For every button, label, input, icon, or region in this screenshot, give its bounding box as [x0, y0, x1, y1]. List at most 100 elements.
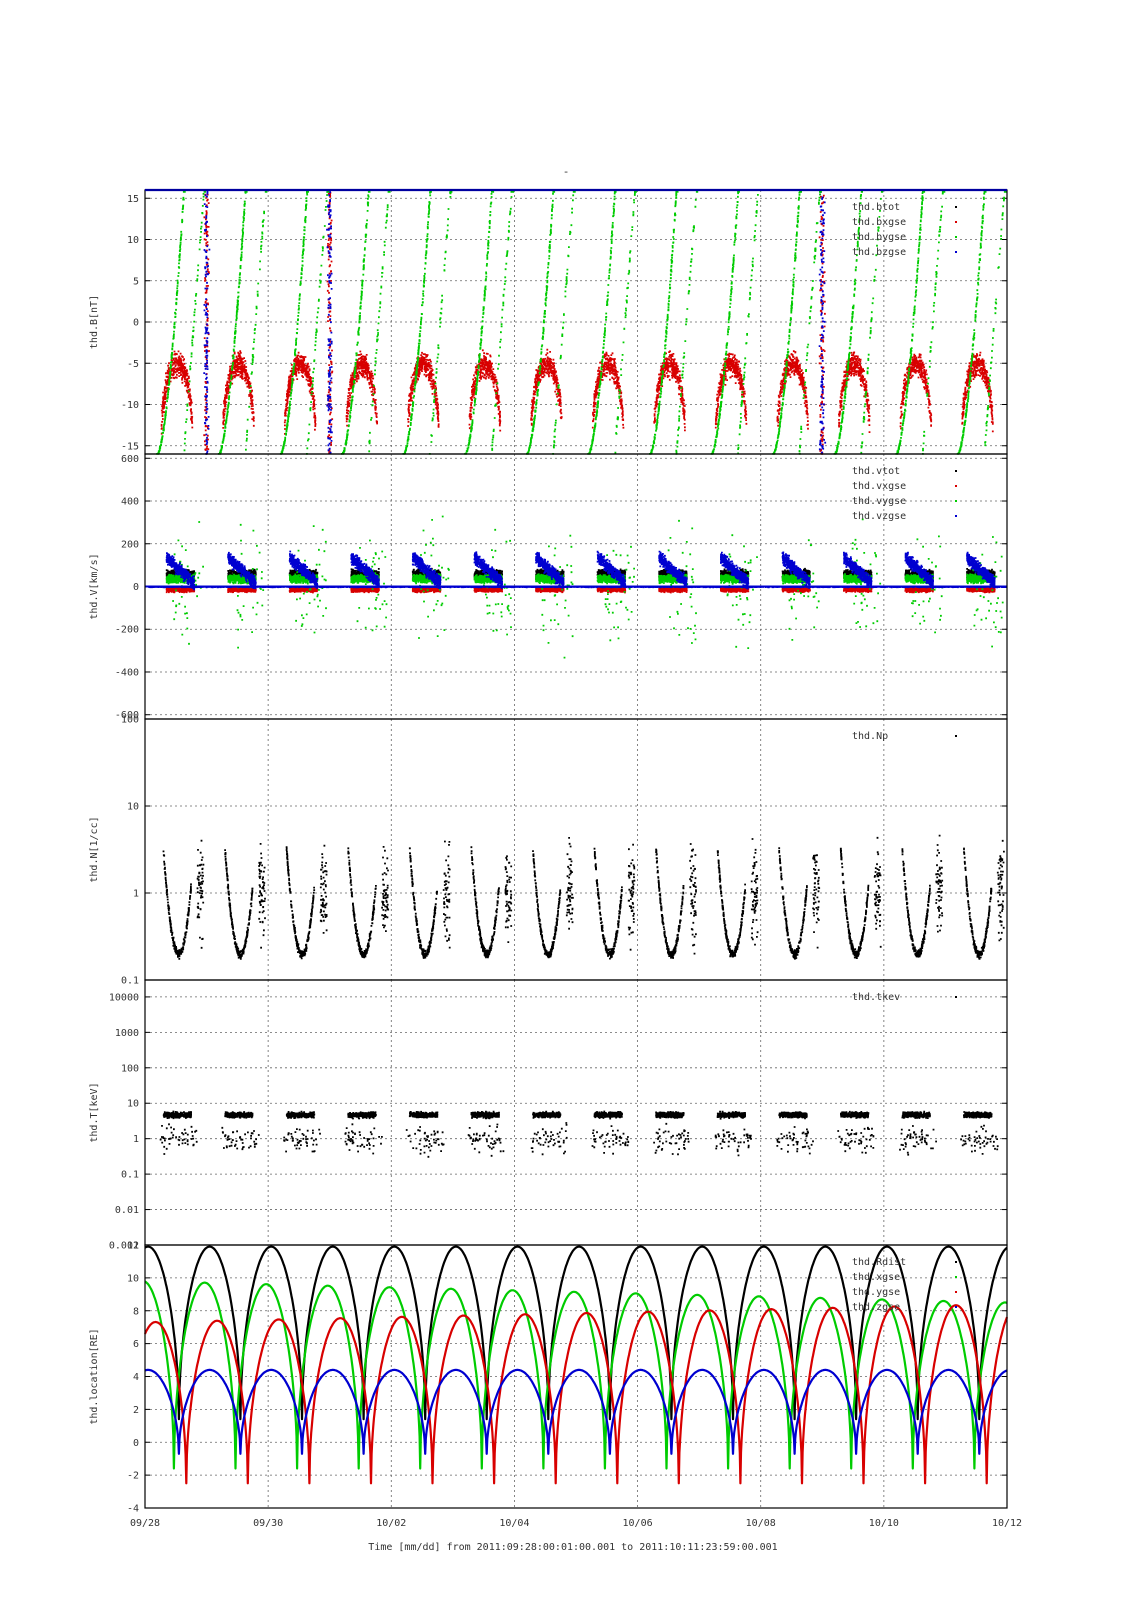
panel-1-data	[156, 191, 1007, 455]
y-tick-label: -5	[127, 359, 139, 370]
series-btot-points	[162, 834, 1005, 960]
y-tick-label: 15	[127, 194, 139, 205]
time-axis: 09/28 09/30 10/02 10/04 10/06 10/08 10/10 10/12	[130, 1518, 1022, 1529]
x-tick-label: 10/06	[623, 1518, 653, 1529]
y-axis-label: thd.T[keV]	[89, 1082, 100, 1142]
y-tick-label: -4	[127, 1504, 139, 1515]
x-tick-label: 09/30	[253, 1518, 283, 1529]
legend-marker	[955, 206, 957, 208]
y-tick-label: 1	[133, 889, 139, 900]
panel-5-grid	[145, 1245, 1007, 1508]
y-tick-label: 0.01	[115, 1205, 139, 1216]
y-tick-label: 600	[121, 454, 139, 465]
legend-marker	[955, 996, 957, 998]
panel-4: 0.001 0.01 0.1 1 10 100 1000 10000 thd.T[keV] thd…	[89, 979, 1008, 1252]
y-tick-label: 1	[133, 1134, 139, 1145]
legend-marker	[955, 251, 957, 253]
series-xgse	[144, 1280, 1008, 1470]
legend-entry: thd.vtot	[852, 466, 900, 477]
series-bz-points	[148, 550, 1008, 591]
legend-entry: thd.bzgse	[852, 247, 906, 258]
y-tick-label: -15	[121, 441, 139, 452]
legend-marker	[955, 221, 957, 223]
y-tick-label: -10	[121, 400, 139, 411]
legend-entry: thd.bygse	[852, 232, 906, 243]
y-tick-label: 10	[127, 1273, 139, 1284]
panel-frame	[144, 979, 1008, 1246]
y-axis-label: thd.N[1/cc]	[89, 816, 100, 882]
legend-entry: thd.Np	[852, 731, 888, 742]
panel-2-data	[145, 515, 1008, 659]
y-tick-label: 0.001	[109, 1241, 139, 1252]
y-tick-label: 10000	[109, 992, 139, 1003]
y-tick-label: -2	[127, 1471, 139, 1482]
y-tick-label: -200	[115, 625, 139, 636]
legend-marker	[955, 1291, 957, 1293]
x-tick-label: 10/10	[869, 1518, 899, 1529]
series-zgse	[144, 1368, 1008, 1455]
legend-entry: thd.zgse	[852, 1302, 900, 1313]
legend-marker	[955, 1276, 957, 1278]
panel-3: 0.1 1 10 100 thd.N[1/cc] thd.Np	[89, 715, 1008, 987]
series-rdist	[144, 1245, 1008, 1421]
panel-5-data	[143, 1245, 1009, 1485]
legend-marker	[955, 1306, 957, 1308]
series-btot-points	[159, 1110, 999, 1158]
y-tick-label: 200	[121, 539, 139, 550]
legend-entry: thd.vygse	[852, 496, 906, 507]
y-tick-label: 2	[133, 1405, 139, 1416]
y-tick-label: -400	[115, 667, 139, 678]
y-axis-label: thd.location[RE]	[89, 1328, 100, 1424]
y-tick-label: 10	[127, 235, 139, 246]
legend-entry: thd.ygse	[852, 1287, 900, 1298]
legend-entry: thd.tkev	[852, 992, 900, 1003]
panel-4-grid	[145, 980, 1007, 1245]
legend-marker	[955, 735, 957, 737]
y-tick-label: 6	[133, 1339, 139, 1350]
y-tick-label: 0.1	[121, 976, 139, 987]
x-tick-label: 09/28	[130, 1518, 160, 1529]
panel-1-grid	[145, 190, 1007, 454]
y-axis-label: thd.V[km/s]	[89, 553, 100, 619]
x-tick-label: 10/08	[746, 1518, 776, 1529]
panel-3-grid	[145, 719, 1007, 980]
y-axis-label: thd.B[nT]	[89, 295, 100, 349]
legend-entry: thd.xgse	[852, 1272, 900, 1283]
y-tick-label: 10	[127, 802, 139, 813]
legend-entry: thd.Rdist	[852, 1257, 906, 1268]
panel-2: -600 -400 -200 0 200 400 600 thd.V[km/s] thd.vto…	[89, 453, 1008, 721]
legend-entry: thd.bxgse	[852, 217, 906, 228]
panel-2-grid	[145, 454, 1007, 719]
panel-1: -15 -10 -5 0 5 10 15 thd.B[nT] thd.btot thd.bxgse…	[89, 188, 1008, 455]
y-tick-label: 0	[133, 1438, 139, 1449]
y-tick-label: 5	[133, 276, 139, 287]
panel-3-data	[162, 834, 1005, 960]
legend-marker	[955, 500, 957, 502]
legend-entry: thd.vzgse	[852, 511, 906, 522]
legend-marker	[955, 515, 957, 517]
y-tick-label: 100	[121, 715, 139, 726]
series-ygse	[143, 1304, 1009, 1485]
y-tick-label: -600	[115, 710, 139, 721]
y-tick-label: 0	[133, 318, 139, 329]
y-tick-label: 400	[121, 497, 139, 508]
y-tick-label: 0	[133, 582, 139, 593]
title-mark: -	[563, 165, 570, 178]
panel-4-data	[159, 1110, 999, 1158]
legend-marker	[955, 485, 957, 487]
legend-entry: thd.vxgse	[852, 481, 906, 492]
x-tick-label: 10/12	[992, 1518, 1022, 1529]
panels: -15-10-5051015thd.B[nT]thd.btotthd.bxgse…	[89, 188, 1009, 1515]
y-tick-label: 8	[133, 1306, 139, 1317]
panel-frame	[144, 718, 1008, 981]
y-tick-label: 4	[133, 1372, 139, 1383]
panel-frame	[144, 1244, 1008, 1509]
y-tick-label: 12	[127, 1241, 139, 1252]
x-tick-label: 10/04	[499, 1518, 529, 1529]
x-tick-label: 10/02	[376, 1518, 406, 1529]
series-bx-points	[160, 191, 994, 455]
legend-marker	[955, 236, 957, 238]
y-tick-label: 100	[121, 1063, 139, 1074]
legend-entry: thd.btot	[852, 202, 900, 213]
